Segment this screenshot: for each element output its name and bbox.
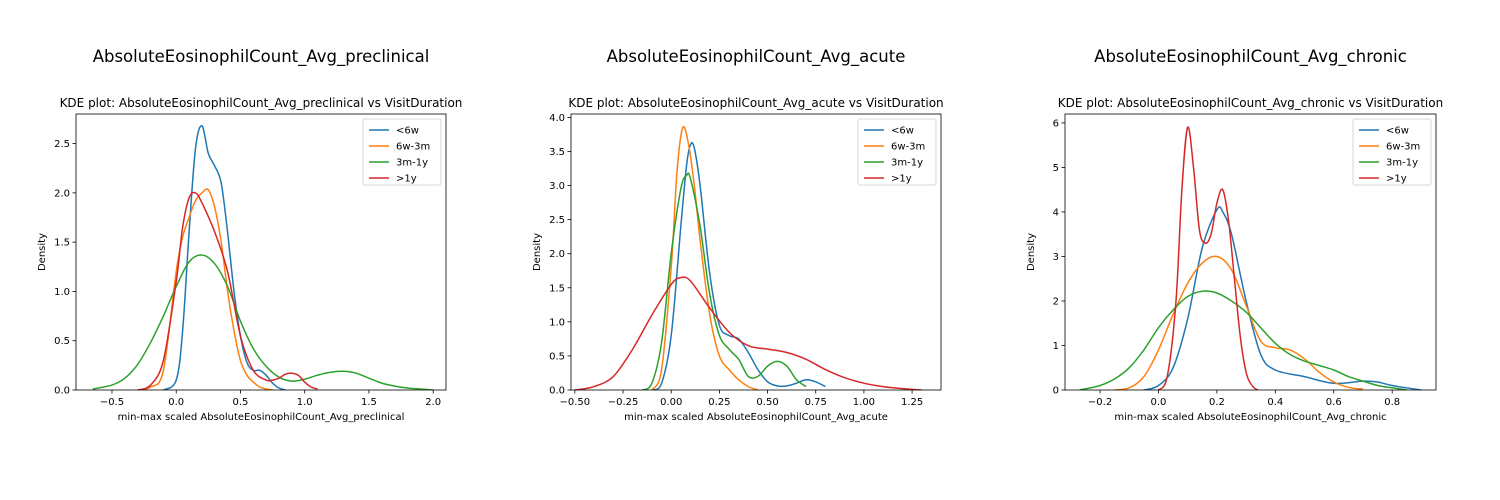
- y-tick-label: 2.5: [549, 215, 565, 226]
- plot-frame: [570, 113, 942, 391]
- y-tick-label: 3.0: [549, 181, 565, 192]
- x-tick-label: −0.50: [560, 397, 591, 408]
- series-line-1y: [574, 276, 922, 390]
- y-tick-label: 2.5: [54, 139, 70, 150]
- legend-box: [362, 118, 442, 186]
- x-tick-label: −0.5: [100, 397, 124, 408]
- y-tick-label: 3: [1053, 252, 1059, 263]
- chart-panel-acute: AbsoluteEosinophilCount_Avg_acute KDE plo…: [532, 47, 944, 423]
- y-tick-label: 0.5: [54, 336, 70, 347]
- legend: <6w 6w-3m 3m-1y >1y: [362, 118, 442, 186]
- y-tick-label: 5: [1053, 163, 1059, 174]
- series-line-3m1y: [1079, 290, 1407, 390]
- x-tick-label: 0.6: [1326, 397, 1342, 408]
- x-axis-label: min-max scaled AbsoluteEosinophilCount_A…: [118, 412, 405, 423]
- series-line-6w3m: [1114, 255, 1364, 390]
- series-line-6w3m: [137, 188, 273, 390]
- x-tick-label: 1.0: [297, 397, 313, 408]
- y-tick-label: 1: [1053, 341, 1059, 352]
- legend-label: 3m-1y: [396, 158, 428, 169]
- series-line-6w: [1143, 205, 1422, 390]
- x-tick-label: −0.25: [608, 397, 639, 408]
- series-line-1y: [137, 191, 318, 390]
- legend: <6w 6w-3m 3m-1y >1y: [857, 118, 937, 186]
- series-line-6w3m: [651, 125, 759, 390]
- x-tick-label: 1.25: [901, 397, 923, 408]
- series-line-1y: [1157, 126, 1259, 390]
- legend-box: [1352, 118, 1432, 186]
- x-tick-label: 0.2: [1209, 397, 1225, 408]
- y-tick-label: 0.0: [549, 386, 565, 397]
- series-group: [574, 125, 922, 390]
- x-tick-label: 0.50: [756, 397, 778, 408]
- y-axis-label: Density: [37, 233, 48, 271]
- legend-box: [857, 118, 937, 186]
- y-axis-label: Density: [1026, 233, 1037, 271]
- plot-frame: [75, 113, 447, 391]
- chart-title: KDE plot: AbsoluteEosinophilCount_Avg_pr…: [60, 96, 463, 110]
- suptitle: AbsoluteEosinophilCount_Avg_chronic: [1094, 47, 1407, 67]
- y-tick-label: 0.5: [549, 351, 565, 362]
- y-tick-label: 1.0: [549, 317, 565, 328]
- suptitle: AbsoluteEosinophilCount_Avg_preclinical: [93, 47, 430, 67]
- x-tick-label: 0.00: [660, 397, 682, 408]
- series-line-6w: [162, 125, 286, 390]
- chart-panel-preclinical: AbsoluteEosinophilCount_Avg_preclinical K…: [37, 47, 462, 423]
- legend-label: 6w-3m: [1386, 142, 1420, 153]
- y-tick-label: 1.5: [549, 283, 565, 294]
- y-tick-label: 1.0: [54, 287, 70, 298]
- plot-frame: [1064, 113, 1437, 391]
- y-tick-label: 4: [1053, 207, 1059, 218]
- legend: <6w 6w-3m 3m-1y >1y: [1352, 118, 1432, 186]
- chart-title: KDE plot: AbsoluteEosinophilCount_Avg_ch…: [1058, 96, 1443, 110]
- y-tick-label: 2: [1053, 296, 1059, 307]
- y-tick-label: 0.0: [54, 386, 70, 397]
- x-tick-label: 0.4: [1267, 397, 1283, 408]
- legend-label: <6w: [396, 126, 419, 137]
- legend-label: 6w-3m: [891, 142, 925, 153]
- suptitle: AbsoluteEosinophilCount_Avg_acute: [607, 47, 906, 67]
- x-tick-label: −0.2: [1088, 397, 1112, 408]
- series-line-6w: [651, 141, 826, 390]
- x-tick-label: 2.0: [425, 397, 441, 408]
- x-tick-label: 1.00: [853, 397, 875, 408]
- x-axis-label: min-max scaled AbsoluteEosinophilCount_A…: [624, 412, 888, 423]
- x-tick-label: 0.0: [168, 397, 184, 408]
- series-line-3m1y: [641, 172, 807, 390]
- x-tick-label: 0.0: [1151, 397, 1167, 408]
- x-tick-label: 0.75: [805, 397, 827, 408]
- y-tick-label: 0: [1053, 386, 1059, 397]
- x-axis-label: min-max scaled AbsoluteEosinophilCount_A…: [1114, 412, 1386, 423]
- y-tick-label: 6: [1053, 118, 1059, 129]
- legend-label: >1y: [396, 174, 417, 185]
- legend-label: 3m-1y: [1386, 158, 1418, 169]
- chart-panel-chronic: AbsoluteEosinophilCount_Avg_chronic KDE p…: [1026, 47, 1443, 423]
- x-tick-label: 1.5: [361, 397, 377, 408]
- series-group: [92, 125, 434, 390]
- series-group: [1079, 126, 1422, 390]
- legend-label: 6w-3m: [396, 142, 430, 153]
- legend-label: 3m-1y: [891, 158, 923, 169]
- x-tick-label: 0.8: [1384, 397, 1400, 408]
- legend-label: <6w: [1386, 126, 1409, 137]
- y-tick-label: 2.0: [54, 188, 70, 199]
- y-tick-label: 3.5: [549, 147, 565, 158]
- legend-label: >1y: [1386, 174, 1407, 185]
- series-line-3m1y: [92, 254, 434, 390]
- y-tick-label: 2.0: [549, 249, 565, 260]
- x-tick-label: 0.25: [708, 397, 730, 408]
- y-tick-label: 4.0: [549, 113, 565, 124]
- x-tick-label: 0.5: [232, 397, 248, 408]
- chart-title: KDE plot: AbsoluteEosinophilCount_Avg_ac…: [568, 96, 943, 110]
- y-tick-label: 1.5: [54, 238, 70, 249]
- legend-label: >1y: [891, 174, 912, 185]
- y-axis-label: Density: [532, 233, 543, 271]
- legend-label: <6w: [891, 126, 914, 137]
